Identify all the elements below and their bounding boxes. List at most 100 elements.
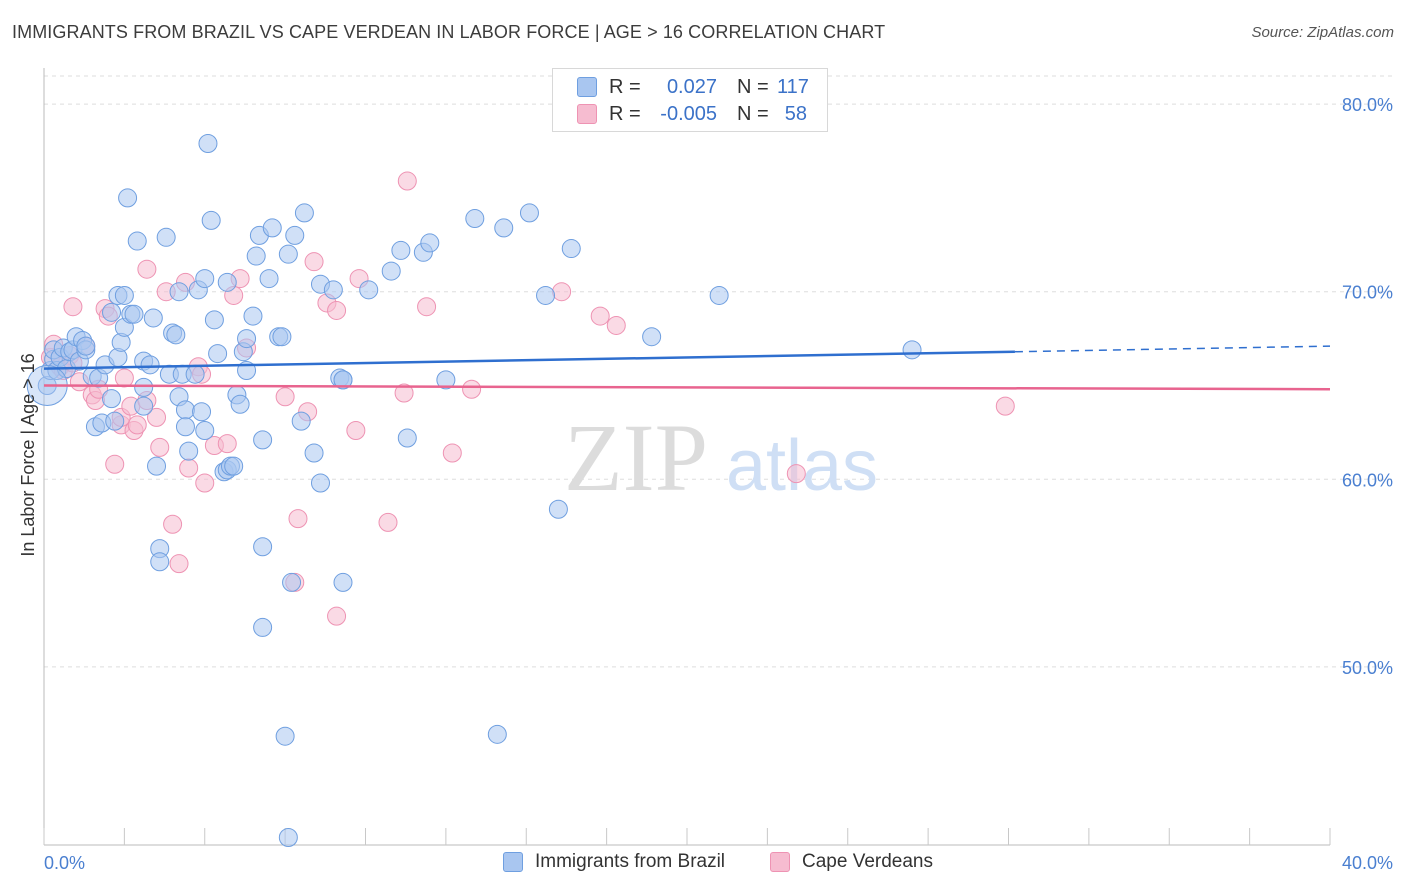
data-point: [169, 554, 189, 574]
data-point: [494, 218, 514, 238]
source-label: Source: ZipAtlas.com: [1251, 24, 1394, 41]
series-immigrants-from-brazil: [26, 134, 922, 847]
trend-line-cape-verdeans: [43, 384, 1331, 391]
data-point: [552, 282, 572, 302]
data-point: [63, 297, 83, 317]
data-point: [195, 420, 215, 440]
data-point: [278, 827, 298, 847]
data-point: [327, 606, 347, 626]
data-point: [436, 370, 456, 390]
data-point: [102, 389, 122, 409]
data-point: [310, 473, 330, 493]
data-point: [323, 280, 343, 300]
data-point: [163, 514, 183, 534]
watermark-atlas: atlas: [726, 426, 878, 506]
legend-swatch-pink: [770, 852, 790, 872]
data-point: [143, 308, 163, 328]
data-point: [243, 306, 263, 326]
data-point: [208, 344, 228, 364]
data-point: [175, 417, 195, 437]
data-point: [394, 383, 414, 403]
data-point: [179, 458, 199, 478]
data-point: [294, 203, 314, 223]
legend-swatch-pink: [577, 104, 597, 124]
legend-swatch-blue: [503, 852, 523, 872]
data-point: [105, 454, 125, 474]
data-point: [118, 188, 138, 208]
data-point: [192, 402, 212, 422]
data-point: [134, 396, 154, 416]
data-point: [417, 297, 437, 317]
data-point: [166, 325, 186, 345]
legend-n-label: N =: [737, 102, 769, 125]
data-point: [561, 239, 581, 259]
data-point: [169, 282, 189, 302]
data-point: [304, 252, 324, 272]
data-point: [465, 209, 485, 229]
data-point: [378, 512, 398, 532]
data-point: [381, 261, 401, 281]
data-point: [253, 537, 273, 557]
data-point: [288, 509, 308, 529]
data-point: [333, 370, 353, 390]
data-point: [102, 302, 122, 322]
data-point: [156, 227, 176, 247]
tick-labels: 50.0% 60.0% 70.0% 80.0% 0.0% 40.0%: [44, 95, 1393, 873]
stats-legend: R = 0.027 N = 117 R = -0.005 N = 58: [552, 68, 828, 132]
data-point: [217, 434, 237, 454]
data-point: [246, 246, 266, 266]
series-legend: Immigrants from Brazil Cape Verdeans: [0, 851, 1406, 877]
data-point: [590, 306, 610, 326]
data-point: [462, 379, 482, 399]
data-point: [278, 244, 298, 264]
data-point: [105, 411, 125, 431]
data-point: [902, 340, 922, 360]
watermark-zip: ZIP: [564, 404, 708, 511]
data-point: [519, 203, 539, 223]
y-tick-label: 60.0%: [1342, 470, 1393, 490]
data-point: [237, 329, 257, 349]
data-point: [346, 420, 366, 440]
legend-row-brazil: R = 0.027 N = 117: [577, 74, 809, 100]
data-point: [127, 231, 147, 251]
y-tick-label: 80.0%: [1342, 95, 1393, 115]
data-point: [76, 336, 96, 356]
data-point: [114, 368, 134, 388]
data-point: [397, 171, 417, 191]
data-point: [397, 428, 417, 448]
legend-item-brazil[interactable]: Immigrants from Brazil: [503, 851, 725, 873]
data-point: [179, 441, 199, 461]
legend-item-cape-verdeans[interactable]: Cape Verdeans: [770, 851, 933, 873]
chart-title: IMMIGRANTS FROM BRAZIL VS CAPE VERDEAN I…: [12, 22, 886, 42]
data-point: [127, 415, 147, 435]
data-point: [150, 552, 170, 572]
data-point: [201, 210, 221, 230]
legend-label: Immigrants from Brazil: [535, 851, 726, 872]
data-point: [285, 225, 305, 245]
data-point: [487, 724, 507, 744]
data-point: [195, 269, 215, 289]
x-tick-label: 0.0%: [44, 853, 85, 873]
data-point: [204, 310, 224, 330]
data-point: [217, 272, 237, 292]
data-point: [224, 456, 244, 476]
trend-line-brazil-extension: [1014, 345, 1331, 353]
data-point: [291, 411, 311, 431]
data-point: [995, 396, 1015, 416]
data-point: [275, 726, 295, 746]
watermark: ZIP atlas: [564, 404, 878, 511]
legend-r-label: R =: [609, 102, 641, 125]
legend-swatch-blue: [577, 77, 597, 97]
legend-r-label: R =: [609, 75, 641, 98]
data-point: [786, 464, 806, 484]
data-point: [140, 355, 160, 375]
data-point: [275, 387, 295, 407]
data-point: [175, 400, 195, 420]
data-point: [548, 499, 568, 519]
data-point: [262, 218, 282, 238]
data-point: [185, 364, 205, 384]
data-point: [137, 259, 157, 279]
legend-row-cape-verdean: R = -0.005 N = 58: [577, 101, 807, 127]
axes: [43, 68, 1331, 846]
x-tick-label: 40.0%: [1342, 853, 1393, 873]
